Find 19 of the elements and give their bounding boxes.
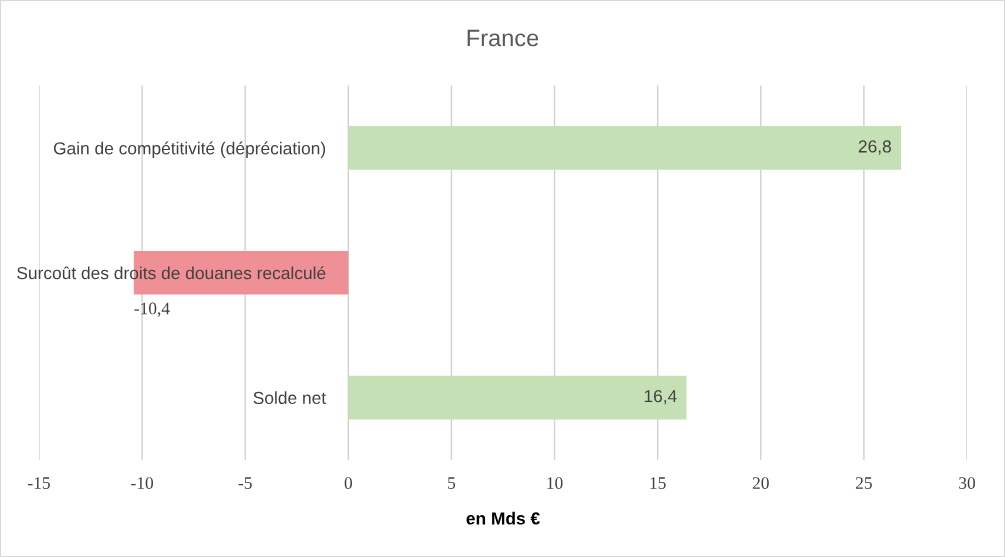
y-tick-label: Solde net [253, 391, 326, 405]
data-label: 26,8 [858, 140, 891, 155]
x-tick-label: 25 [855, 477, 872, 489]
data-label: 16,4 [644, 389, 677, 405]
y-tick-label: Gain de compétitivité (dépréciation) [53, 141, 326, 158]
x-tick-label: 5 [448, 477, 456, 489]
x-tick-label: 30 [959, 477, 976, 489]
chart-title: France [467, 29, 539, 47]
x-tick-label: -15 [28, 477, 50, 489]
x-tick-label: -10 [131, 477, 154, 489]
x-tick-label: 15 [650, 477, 666, 489]
bar [348, 126, 902, 170]
x-tick-label: 10 [547, 477, 563, 489]
x-tick-label: 0 [344, 477, 353, 489]
x-tick-label: 20 [752, 477, 769, 489]
data-label: -10,4 [134, 302, 170, 317]
x-tick-label: -5 [238, 477, 252, 489]
bar [348, 375, 687, 420]
x-axis-title: en Mds € [466, 511, 540, 525]
